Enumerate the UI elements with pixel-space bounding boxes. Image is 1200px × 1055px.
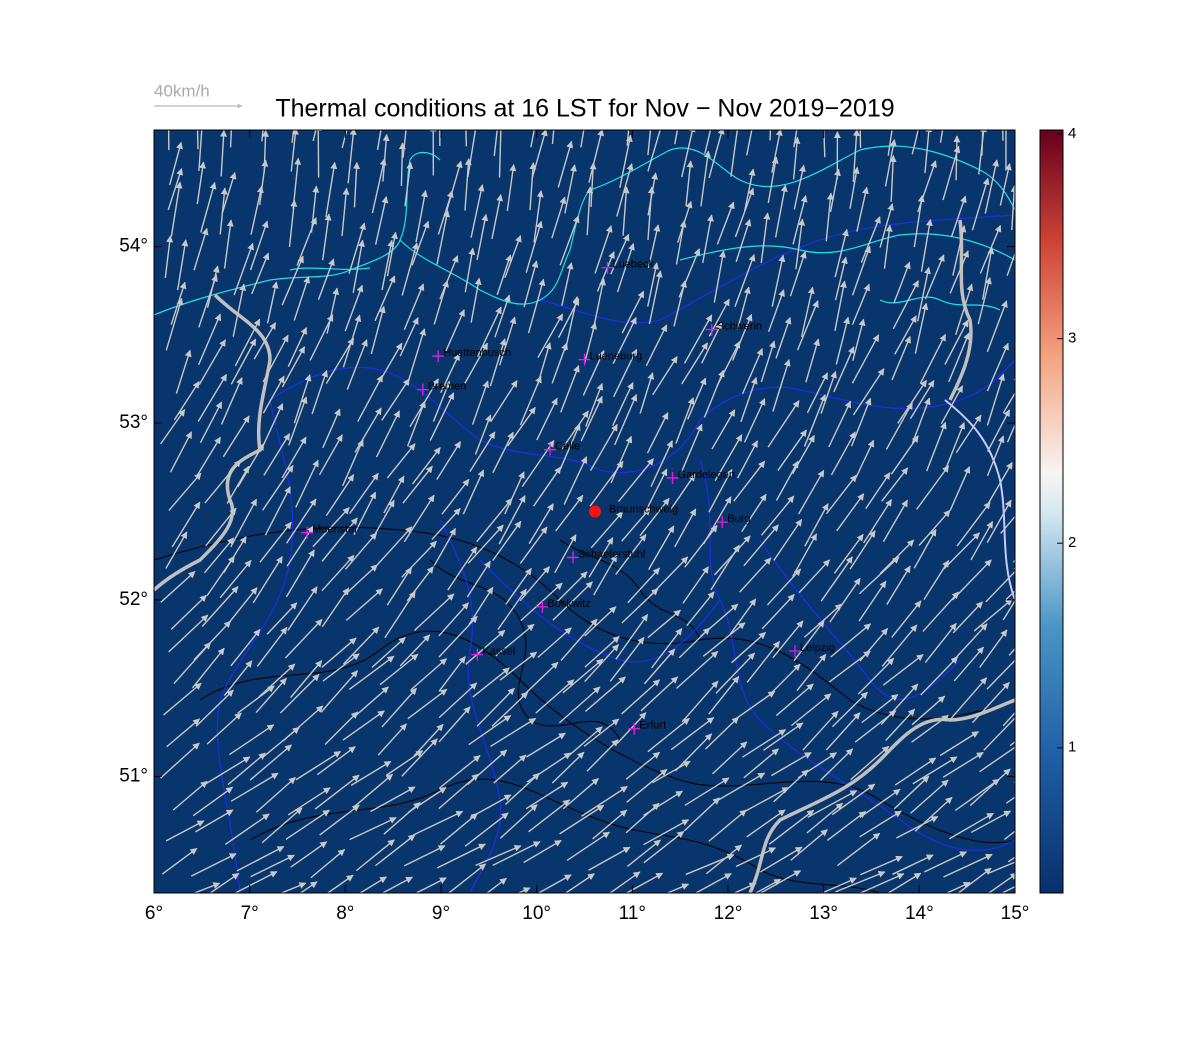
y-tick-label: 53° [119, 412, 148, 433]
wind-arrow [956, 136, 957, 180]
site-label: Braunschweig [609, 503, 678, 515]
city-label: Schwerin [717, 320, 762, 332]
x-tick-label: 14° [905, 903, 934, 924]
wind-arrow [1018, 306, 1030, 359]
city-label: Muenster [312, 524, 358, 536]
x-tick-label: 12° [714, 903, 743, 924]
x-tick-label: 11° [619, 903, 646, 924]
city-label: Leipzig [800, 642, 835, 654]
city-label: Bockwitz [547, 598, 590, 610]
city-label: Luebeck [612, 259, 654, 271]
x-tick-label: 7° [241, 903, 259, 924]
x-tick-label: 8° [336, 903, 354, 924]
city-label: Erfurt [639, 720, 666, 732]
x-tick-label: 10° [522, 903, 551, 924]
x-tick-label: 6° [145, 903, 163, 924]
colorbar-tick-label: 3 [1068, 330, 1076, 347]
site-marker [589, 506, 601, 518]
wind-arrow [1014, 338, 1036, 380]
city-label: Gardelegen [678, 469, 736, 481]
colorbar-tick-label: 2 [1068, 534, 1076, 551]
city-label: Celle [555, 441, 580, 453]
colorbar-tick-label: 1 [1068, 739, 1076, 756]
colorbar-tick-label: 4 [1068, 125, 1076, 142]
x-tick-label: 15° [1001, 903, 1030, 924]
wind-arrow [1016, 458, 1038, 501]
wind-arrow [1014, 519, 1040, 562]
y-tick-label: 51° [119, 765, 148, 786]
wind-scale-label: 40km/h [154, 81, 210, 100]
map-title: Thermal conditions at 16 LST for Nov − N… [275, 95, 894, 123]
wind-arrow [1016, 280, 1028, 331]
x-tick-label: 9° [432, 903, 450, 924]
y-tick-label: 52° [119, 589, 148, 610]
colorbar [1040, 130, 1063, 893]
map-background [154, 130, 1015, 893]
city-label: Huettenbusch [443, 347, 511, 359]
wind-arrow [1017, 253, 1036, 297]
city-label: Burg [727, 513, 750, 525]
city-label: Lueneburg [590, 351, 643, 363]
city-label: Bremen [428, 381, 467, 393]
x-tick-label: 13° [809, 903, 838, 924]
city-label: Schaeferstuhl [578, 548, 645, 560]
y-tick-label: 54° [119, 236, 148, 257]
city-label: Kassel [482, 645, 515, 657]
